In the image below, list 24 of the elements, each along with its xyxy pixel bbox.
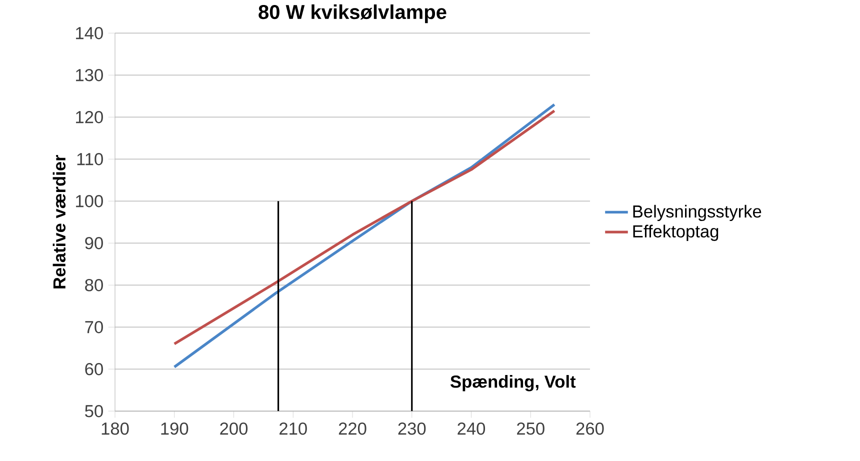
chart-title: 80 W kviksølvlampe — [258, 4, 446, 24]
y-tick-label: 80 — [85, 278, 103, 292]
y-axis-title: Relative værdier — [52, 154, 66, 288]
y-tick-label: 50 — [85, 404, 103, 418]
x-tick-label: 200 — [220, 422, 248, 435]
y-tick-label: 110 — [77, 152, 103, 166]
y-tick-label: 140 — [76, 26, 103, 40]
x-tick-label: 260 — [576, 422, 604, 435]
y-tick-label: 130 — [76, 68, 103, 82]
legend-label: Belysningsstyrke — [633, 204, 762, 221]
x-tick-label: 220 — [338, 422, 366, 435]
legend-label: Effektoptag — [633, 224, 718, 241]
x-tick-label: 180 — [102, 422, 129, 435]
x-tick-label: 190 — [161, 422, 188, 435]
y-tick-label: 70 — [85, 320, 103, 334]
y-tick-label: 100 — [76, 194, 103, 208]
x-axis-title: Spænding, Volt — [450, 374, 576, 392]
y-tick-label: 90 — [85, 236, 103, 250]
x-tick-label: 230 — [398, 422, 426, 435]
y-tick-label: 120 — [76, 110, 103, 124]
y-tick-label: 60 — [85, 362, 103, 376]
x-tick-label: 250 — [517, 422, 544, 435]
x-tick-label: 240 — [458, 422, 486, 435]
x-tick-label: 210 — [280, 422, 307, 435]
